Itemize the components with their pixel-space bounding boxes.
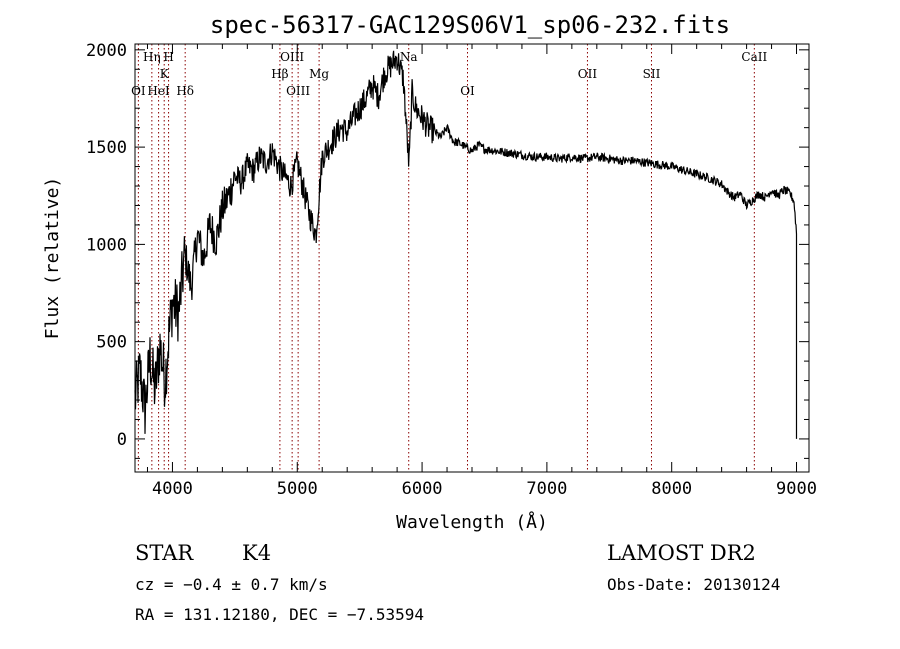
line-label-4: H <box>163 50 173 64</box>
x-tick-label-4: 8000 <box>651 479 692 499</box>
line-label-3: K <box>160 67 170 81</box>
line-label-14: CaII <box>741 50 767 64</box>
y-axis-ticks: 0 500 1000 1500 2000 <box>86 41 809 459</box>
chart-title: spec-56317-GAC129S06V1_sp06-232.fits <box>210 11 730 39</box>
line-label-6: Hβ <box>271 67 288 81</box>
survey-name: LAMOST DR2 <box>607 541 756 565</box>
line-label-10: Na <box>400 50 418 64</box>
line-label-5: Hδ <box>176 84 194 98</box>
y-tick-label-3: 1500 <box>86 138 127 158</box>
x-tick-label-2: 6000 <box>402 479 443 499</box>
y-tick-label-1: 500 <box>96 333 127 353</box>
x-tick-label-5: 9000 <box>776 479 817 499</box>
x-axis-label: Wavelength (Å) <box>396 511 548 533</box>
x-tick-label-1: 5000 <box>277 479 318 499</box>
line-label-1: Hη <box>143 50 161 64</box>
x-tick-label-0: 4000 <box>152 479 193 499</box>
line-label-0: OI <box>131 84 146 98</box>
redshift-cz: cz = −0.4 ± 0.7 km/s <box>135 575 328 594</box>
line-label-11: OI <box>460 84 475 98</box>
spectrum-series-line <box>134 50 798 439</box>
y-tick-label-0: 0 <box>117 430 127 450</box>
line-label-9: Mg <box>309 67 329 81</box>
plot-frame <box>134 43 810 473</box>
line-label-8: OIII <box>286 84 310 98</box>
y-tick-label-2: 1000 <box>86 235 127 255</box>
sky-coordinates: RA = 131.12180, DEC = −7.53594 <box>135 605 424 624</box>
line-label-2: HeI <box>147 84 170 98</box>
x-tick-label-3: 7000 <box>526 479 567 499</box>
x-axis-ticks: 4000 5000 6000 7000 8000 9000 <box>146 44 817 499</box>
spectral-line-labels: OI Hη HeI KH Hδ Hβ OIII OIII Mg Na OI OII SII CaII <box>131 50 767 98</box>
line-label-7: OIII <box>280 50 304 64</box>
object-subclass: K4 <box>242 541 271 565</box>
line-label-12: OII <box>578 67 598 81</box>
spectral-line-markers <box>137 44 755 472</box>
observation-date: Obs-Date: 20130124 <box>607 575 780 594</box>
object-class: STAR <box>135 541 194 565</box>
y-axis-label: Flux (relative) <box>42 177 63 340</box>
y-tick-label-4: 2000 <box>86 41 127 61</box>
line-label-13: SII <box>643 67 661 81</box>
